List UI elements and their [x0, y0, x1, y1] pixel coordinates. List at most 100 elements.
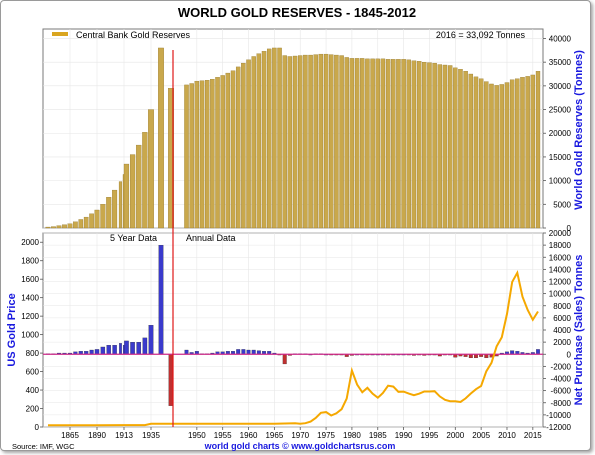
reserves-tick-label: 15000: [549, 153, 572, 162]
reserves-tick-label: 35000: [549, 58, 572, 67]
reserves-bar: [282, 55, 287, 229]
reserves-bar: [129, 154, 136, 229]
reserves-bar: [453, 67, 458, 229]
reserves-bar: [380, 58, 386, 229]
reserves-bar: [220, 75, 225, 229]
reserves-bar: [422, 62, 427, 229]
reserves-bar: [323, 53, 329, 229]
reserves-bar: [318, 53, 324, 229]
reserves-bar: [499, 84, 505, 229]
net-purchase-bar: [124, 340, 129, 355]
reserves-bar: [396, 59, 401, 229]
year-tick-label: 2000: [446, 431, 464, 440]
net-purchase-tick-label: 14000: [549, 265, 572, 274]
price-tick-label: 1800: [21, 257, 39, 266]
reserves-bar: [530, 74, 536, 229]
reserves-bar: [416, 61, 422, 229]
reserves-bar: [45, 226, 51, 229]
reserves-bar: [447, 65, 453, 229]
reserves-bar: [261, 51, 267, 229]
year-tick-label: 1865: [61, 431, 79, 440]
reserves-bar: [504, 82, 510, 229]
net-purchase-tick-label: -8000: [551, 399, 572, 408]
net-purchase-tick-label: -4000: [551, 375, 572, 384]
net-purchase-bar: [246, 349, 251, 355]
reserves-bar: [235, 66, 241, 229]
reserves-bar: [385, 59, 391, 229]
net-purchase-tick-label: 12000: [549, 278, 572, 287]
net-purchase-bar: [241, 349, 246, 355]
net-purchase-y-ticks: -12000 -10000 -8000 -6000 -4000 -2000 0 2000 400…: [543, 229, 572, 432]
legend-label: Central Bank Gold Reserves: [76, 30, 191, 40]
net-purchase-bar: [536, 349, 540, 355]
reserves-bar: [509, 79, 515, 229]
year-tick-label: 1980: [343, 431, 361, 440]
reserves-bar: [225, 72, 231, 229]
reserves-bar: [432, 62, 437, 229]
reserves-bar: [194, 80, 200, 229]
reserves-bar: [112, 189, 118, 229]
reserves-bar: [365, 58, 370, 229]
reserves-bar: [478, 78, 484, 229]
reserves-bar: [67, 223, 73, 229]
site-credit: world gold charts © www.goldchartsrus.co…: [204, 441, 396, 451]
price-y-ticks: 0 200 400 600 800 1000 1200 1400 1600 1800 2000: [21, 238, 43, 432]
reserves-annotation: 2016 = 33,092 Tonnes: [436, 30, 526, 40]
net-purchase-tick-label: 0: [567, 350, 572, 359]
reserves-tick-label: 5000: [553, 200, 571, 209]
reserves-bar: [266, 48, 272, 229]
reserves-tick-label: 25000: [549, 106, 572, 115]
reserves-bar: [370, 58, 375, 229]
reserves-bar: [334, 54, 339, 229]
price-tick-label: 2000: [21, 238, 39, 247]
net-purchase-bar: [136, 342, 141, 355]
net-purchase-bar: [282, 354, 287, 365]
reserves-bar: [354, 58, 360, 229]
net-purchase-tick-label: 6000: [553, 314, 571, 323]
price-tick-label: 0: [35, 423, 40, 432]
reserves-bar: [210, 79, 215, 229]
reserves-bar: [468, 73, 474, 229]
reserves-bar: [484, 81, 489, 229]
net-purchase-tick-label: -10000: [546, 411, 571, 420]
net-purchase-bar: [112, 345, 117, 355]
reserves-bar: [142, 132, 148, 229]
reserves-bar: [463, 71, 468, 229]
reserves-bar: [458, 69, 463, 229]
reserves-tick-label: 0: [567, 224, 572, 233]
reserves-bar: [230, 70, 236, 229]
net-purchase-bar: [94, 349, 100, 355]
reserves-bar: [292, 55, 298, 229]
net-purchase-bar: [148, 325, 154, 355]
year-tick-label: 1965: [265, 431, 283, 440]
reserves-bar: [489, 83, 494, 229]
reserves-bars: [45, 47, 541, 229]
price-tick-label: 400: [26, 386, 40, 395]
net-purchase-tick-label: 2000: [553, 338, 571, 347]
year-tick-label: 2015: [524, 431, 542, 440]
price-tick-label: 600: [26, 368, 40, 377]
reserves-bar: [287, 56, 293, 229]
net-purchase-tick-label: 8000: [553, 302, 571, 311]
reserves-bar: [525, 76, 530, 229]
reserves-bar: [256, 53, 262, 229]
net-purchase-bar: [251, 349, 256, 355]
source-note: Source: IMF, WGC: [12, 442, 75, 451]
reserves-bar: [391, 59, 396, 229]
net-purchase-bar: [142, 337, 148, 355]
reserves-bar: [520, 77, 525, 229]
reserves-bar: [78, 219, 84, 229]
reserves-tick-label: 30000: [549, 82, 572, 91]
reserves-bar: [83, 216, 89, 229]
reserves-tick-label: 10000: [549, 177, 572, 186]
reserves-bar: [427, 62, 432, 229]
year-x-ticks: 1865 1890 1913 1935 1950 1955 1960 1965 1970 1975…: [61, 427, 542, 440]
year-tick-label: 2005: [472, 431, 490, 440]
reserves-bar: [308, 54, 313, 229]
reserves-bar: [89, 213, 94, 229]
reserves-bar: [168, 88, 174, 229]
reserves-bar: [184, 84, 189, 229]
net-purchase-bar: [89, 349, 94, 355]
net-purchase-tick-label: 20000: [549, 229, 572, 238]
net-purchase-y-axis-label: Net Purchase (Sales) Tonnes: [573, 255, 585, 406]
